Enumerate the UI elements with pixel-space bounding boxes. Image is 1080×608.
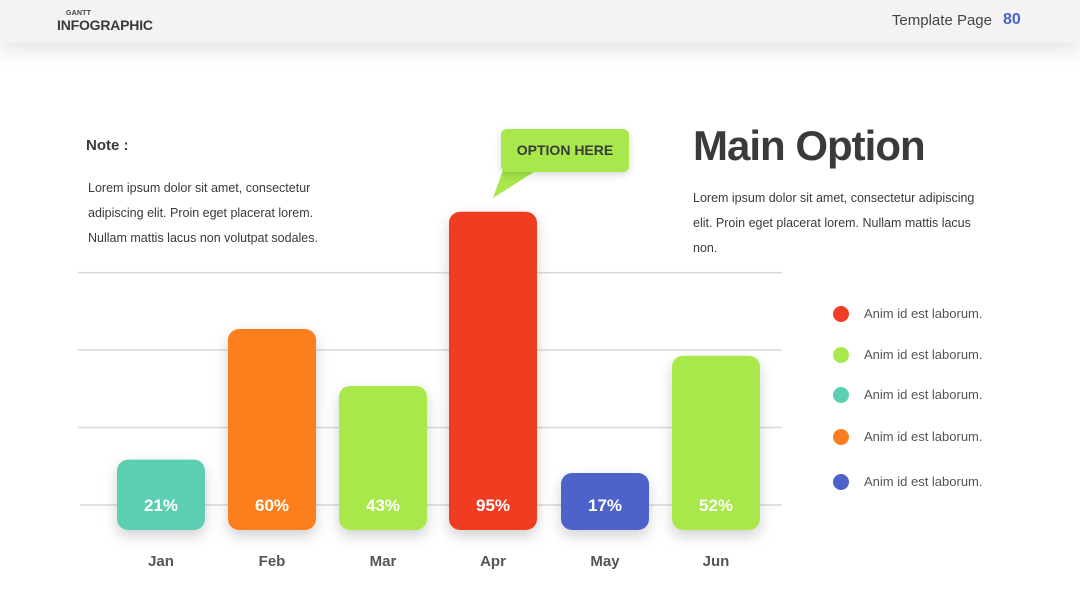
x-tick-label: Mar <box>370 553 397 570</box>
legend-dot <box>833 347 849 363</box>
bar-data-label: 43% <box>366 496 400 515</box>
note-text: Lorem ipsum dolor sit amet, consectetur … <box>88 181 318 245</box>
note-title: Note : <box>86 137 129 154</box>
bar-may <box>561 473 649 530</box>
legend-dot <box>833 429 849 445</box>
legend-dot <box>833 387 849 403</box>
main-title: Main Option <box>693 122 926 169</box>
page-label: Template Page <box>891 12 992 29</box>
main-text: Lorem ipsum dolor sit amet, consectetur … <box>693 191 975 255</box>
bar-data-label: 60% <box>255 496 289 515</box>
legend-label: Anim id est laborum. <box>864 347 983 362</box>
bar-data-label: 52% <box>699 496 733 515</box>
bar-data-label: 21% <box>144 496 178 515</box>
x-tick-label: Jan <box>148 553 174 570</box>
bar-data-label: 95% <box>476 496 510 515</box>
legend-dot <box>833 306 849 322</box>
header-bar: GANTT INFOGRAPHIC Template Page 80 <box>0 0 1080 43</box>
x-tick-label: Feb <box>259 553 286 570</box>
callout-tail <box>493 170 537 198</box>
legend-label: Anim id est laborum. <box>864 387 983 402</box>
page-number: 80 <box>1003 11 1021 28</box>
bar-jun <box>672 355 760 530</box>
callout-bubble: OPTION HERE <box>501 129 629 172</box>
x-tick-label: May <box>590 553 620 570</box>
bar-data-label: 17% <box>588 496 622 515</box>
bar-mar <box>339 385 427 530</box>
callout-text: OPTION HERE <box>516 142 614 158</box>
legend-label: Anim id est laborum. <box>864 306 983 321</box>
legend-label: Anim id est laborum. <box>864 474 983 489</box>
brand-small-text: GANTT <box>66 10 92 17</box>
bar-jan <box>117 459 205 530</box>
brand-logo-text: INFOGRAPHIC <box>57 17 153 33</box>
x-tick-label: Jun <box>703 553 730 570</box>
legend-dot <box>833 474 849 490</box>
legend-label: Anim id est laborum. <box>864 429 983 444</box>
bar-feb <box>228 329 316 530</box>
bar-apr <box>449 211 537 530</box>
x-tick-label: Apr <box>480 553 506 570</box>
